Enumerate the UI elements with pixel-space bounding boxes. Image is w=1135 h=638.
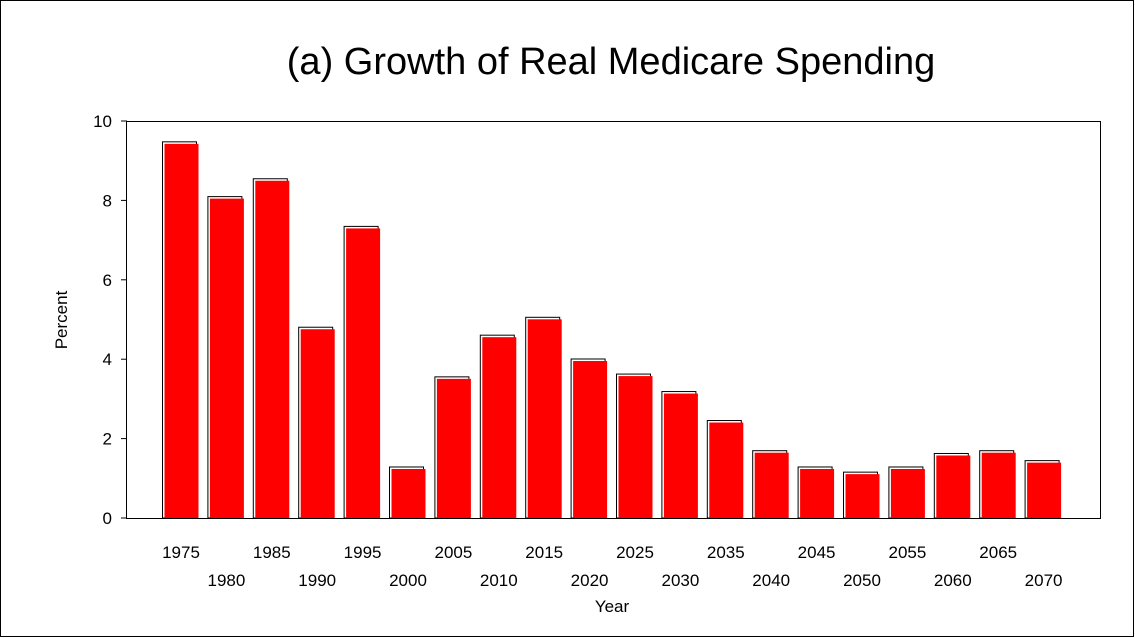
y-tick-label: 6 <box>103 271 112 290</box>
y-tick-label: 4 <box>103 350 112 369</box>
x-tick-label-2030: 2030 <box>661 571 699 590</box>
chart-title: (a) Growth of Real Medicare Spending <box>287 41 935 83</box>
bar-2000 <box>391 468 426 518</box>
bar-2015 <box>527 319 562 518</box>
bar-2025 <box>618 376 653 518</box>
y-tick-label: 8 <box>103 191 112 210</box>
bar-2060 <box>936 455 971 518</box>
x-tick-label-2005: 2005 <box>434 543 472 562</box>
x-tick-label-1995: 1995 <box>344 543 382 562</box>
x-tick-label-2055: 2055 <box>888 543 926 562</box>
bar-2070 <box>1027 462 1062 518</box>
x-tick-label-2040: 2040 <box>752 571 790 590</box>
x-tick-label-1980: 1980 <box>207 571 245 590</box>
bar-2030 <box>663 393 698 518</box>
x-tick-label-1975: 1975 <box>162 543 200 562</box>
bar-2010 <box>482 337 517 518</box>
x-tick-label-2060: 2060 <box>934 571 972 590</box>
x-axis-label: Year <box>595 597 630 616</box>
bar-2045 <box>800 468 835 518</box>
x-tick-label-2050: 2050 <box>843 571 881 590</box>
bar-1990 <box>300 329 335 518</box>
x-axis-ticks: 1975 1980 1985 1990 1995 2000 2005 2010 2015 2020… <box>162 543 1062 590</box>
x-tick-label-1985: 1985 <box>253 543 291 562</box>
bar-2050 <box>845 474 880 518</box>
y-axis-ticks: 0 2 4 6 8 10 <box>93 112 127 528</box>
y-axis-label: Percent <box>52 290 71 349</box>
x-tick-label-2045: 2045 <box>798 543 836 562</box>
bars-group <box>162 141 1062 519</box>
bar-2020 <box>573 360 608 518</box>
x-tick-label-2020: 2020 <box>571 571 609 590</box>
y-tick-label: 2 <box>103 430 112 449</box>
x-tick-label-2070: 2070 <box>1025 571 1063 590</box>
x-tick-label-2035: 2035 <box>707 543 745 562</box>
x-tick-label-2065: 2065 <box>979 543 1017 562</box>
bar-2035 <box>709 422 744 518</box>
bar-2040 <box>754 452 789 518</box>
bar-1975 <box>164 143 199 518</box>
y-tick-label: 10 <box>93 112 112 131</box>
bar-1995 <box>346 228 381 518</box>
x-tick-label-2025: 2025 <box>616 543 654 562</box>
x-tick-label-1990: 1990 <box>298 571 336 590</box>
x-tick-label-2000: 2000 <box>389 571 427 590</box>
bar-2055 <box>890 468 925 518</box>
x-tick-label-2015: 2015 <box>525 543 563 562</box>
plot-area-border <box>126 121 1101 519</box>
y-tick-label: 0 <box>103 509 112 528</box>
bar-1980 <box>209 198 244 518</box>
x-tick-label-2010: 2010 <box>480 571 518 590</box>
bar-2065 <box>981 452 1016 518</box>
bar-1985 <box>255 180 290 519</box>
bar-2005 <box>436 378 471 518</box>
